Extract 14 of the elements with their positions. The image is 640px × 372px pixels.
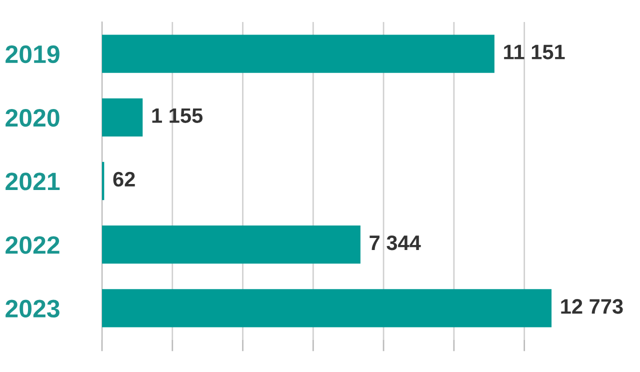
bar bbox=[102, 34, 494, 73]
data-label: 7 344 bbox=[370, 235, 421, 250]
y-tick-label: 2021 bbox=[6, 172, 60, 190]
y-tick-label: 2019 bbox=[6, 45, 60, 64]
y-tick-label: 2023 bbox=[6, 300, 60, 318]
data-label: 12 773 bbox=[561, 299, 623, 314]
data-label: 11 151 bbox=[504, 44, 565, 60]
y-tick-label: 2022 bbox=[6, 236, 60, 254]
data-label: 62 bbox=[113, 172, 135, 187]
data-label: 1 155 bbox=[152, 108, 203, 123]
bar bbox=[102, 226, 360, 264]
bar bbox=[102, 98, 143, 136]
bar bbox=[102, 289, 552, 328]
y-tick-label: 2020 bbox=[6, 109, 60, 127]
